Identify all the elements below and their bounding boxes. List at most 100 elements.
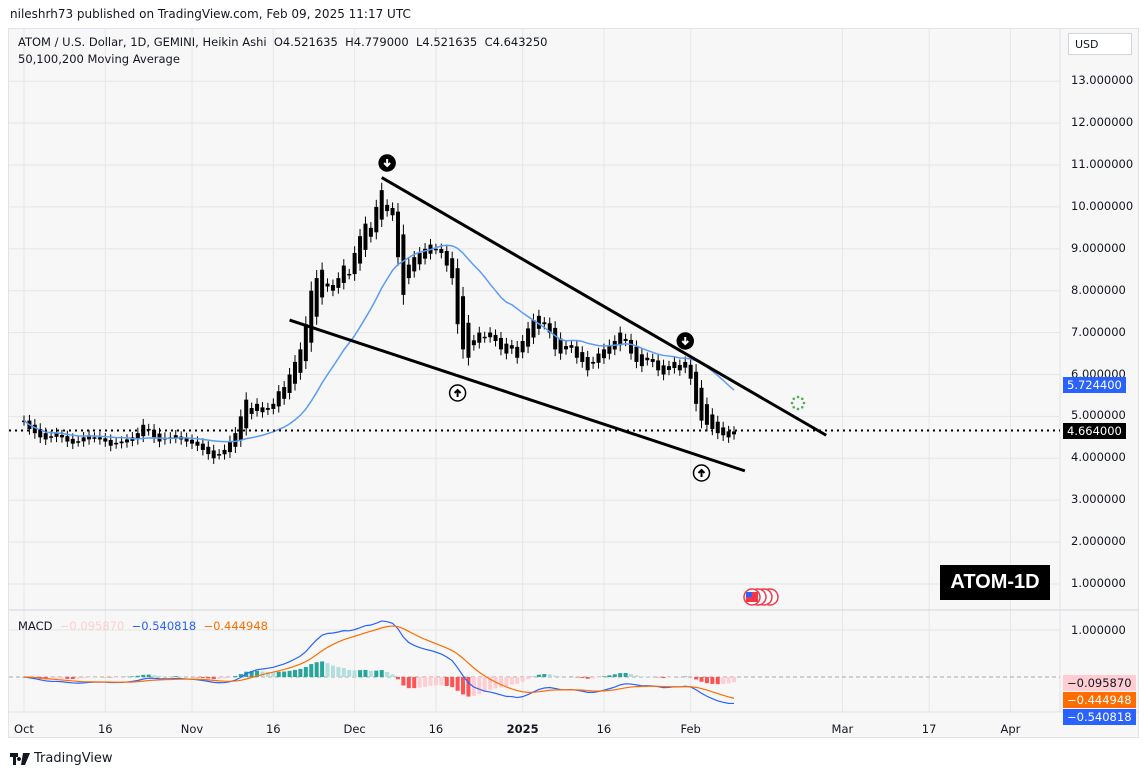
macd-histogram-bar <box>645 676 650 677</box>
candle-body <box>43 433 48 440</box>
arrow-glyph <box>383 159 391 168</box>
candle-body <box>601 349 606 359</box>
macd-histogram-bar <box>726 677 731 684</box>
arrow-glyph <box>681 337 689 346</box>
macd-histogram-bar <box>87 677 92 678</box>
candle-body <box>135 433 140 440</box>
price-axis-tick: 9.000000 <box>1071 240 1126 255</box>
time-axis-tick: Apr <box>1000 722 1021 736</box>
macd-histogram-bar <box>461 677 466 695</box>
macd-histogram-bar <box>211 677 216 679</box>
price-axis-tick: 11.000000 <box>1071 157 1134 171</box>
macd-histogram-bar <box>76 677 81 679</box>
currency-button[interactable]: USD <box>1068 33 1132 55</box>
price-axis-tick: 8.000000 <box>1071 282 1126 297</box>
candle-body <box>395 211 400 258</box>
macd-histogram-bar <box>238 674 243 677</box>
macd-histogram-bar <box>162 676 167 677</box>
candle-body <box>114 442 119 445</box>
candle-body <box>504 343 509 354</box>
candle-body <box>92 437 97 439</box>
macd-histogram-bar <box>341 667 346 677</box>
symbol-badge: ATOM-1D <box>940 565 1050 600</box>
macd-histogram-bar <box>395 677 400 680</box>
macd-histogram-bar <box>629 673 634 677</box>
tradingview-logo[interactable]: TradingView <box>10 751 113 766</box>
macd-histogram-bar <box>330 665 335 677</box>
candle-body <box>694 371 699 404</box>
macd-histogram-bar <box>336 667 341 677</box>
macd-histogram-bar <box>618 673 623 677</box>
candle-body <box>119 441 124 444</box>
chart-frame[interactable] <box>8 28 1139 738</box>
candle-body <box>553 327 558 350</box>
macd-histogram-bar <box>385 672 390 677</box>
candle-body <box>639 354 644 367</box>
macd-histogram-bar <box>477 677 482 694</box>
macd-line-tag: −0.540818 <box>1063 709 1136 725</box>
signal-line <box>23 625 735 699</box>
price-axis-tick: 5.000000 <box>1071 408 1126 423</box>
macd-histogram-bar <box>135 675 140 677</box>
macd-histogram-bar <box>450 677 455 688</box>
time-axis-tick: Mar <box>831 722 854 736</box>
indicator-legend[interactable]: 50,100,200 Moving Average <box>18 52 180 66</box>
candle-body <box>81 437 86 442</box>
candle-body <box>526 328 531 347</box>
candle-body <box>298 349 303 373</box>
candle-body <box>629 339 634 354</box>
candle-body <box>141 424 146 437</box>
candle-body <box>574 346 579 358</box>
ma-price-tag: 5.724400 <box>1063 377 1126 393</box>
ohlc-close: C4.643250 <box>484 35 548 49</box>
candle-body <box>666 366 671 370</box>
candle-body <box>173 435 178 438</box>
macd-histogram-bar <box>320 661 325 677</box>
macd-histogram-bar <box>612 674 617 677</box>
macd-histogram-bar <box>536 674 541 677</box>
macd-histogram-bar <box>81 677 86 679</box>
price-axis-tick: 12.000000 <box>1071 115 1134 130</box>
macd-histogram-bar <box>309 664 314 677</box>
macd-histogram-bar <box>433 677 438 686</box>
macd-legend[interactable]: MACD −0.095870 −0.540818 −0.444948 <box>18 619 268 633</box>
macd-histogram-bar <box>585 677 590 679</box>
symbol-legend: ATOM / U.S. Dollar, 1D, GEMINI, Heikin A… <box>18 35 547 49</box>
candle-body <box>732 431 737 435</box>
time-axis-tick: 16 <box>97 722 113 736</box>
candle-body <box>704 404 709 425</box>
candle-body <box>547 323 552 333</box>
arrow-glyph <box>453 388 462 397</box>
candle-body <box>70 438 75 444</box>
candle-body <box>585 357 590 371</box>
macd-label: MACD <box>18 619 53 633</box>
price-axis-tick: 4.000000 <box>1071 450 1126 465</box>
candle-body <box>385 204 390 212</box>
price-axis-tick: 2.000000 <box>1071 534 1126 549</box>
macd-histogram-bar <box>65 677 70 679</box>
candle-body <box>368 227 373 237</box>
macd-histogram-bar <box>482 677 487 693</box>
macd-line <box>23 620 735 705</box>
candle-body <box>423 248 428 259</box>
candle-body <box>260 407 265 413</box>
candle-body <box>293 361 297 384</box>
macd-histogram-bar <box>314 662 319 677</box>
candle-body <box>282 387 287 399</box>
candle-body <box>217 454 222 456</box>
candle-body <box>450 258 455 279</box>
candle-body <box>76 441 81 443</box>
macd-histogram-bar <box>59 677 64 679</box>
macd-histogram-bar <box>233 676 238 677</box>
candle-body <box>206 446 211 455</box>
candle-body <box>222 449 227 455</box>
candle-body <box>531 320 536 338</box>
macd-histogram-bar <box>542 674 547 677</box>
macd-histogram-bar <box>715 677 720 685</box>
symbol-title[interactable]: ATOM / U.S. Dollar, 1D, GEMINI, Heikin A… <box>18 35 267 49</box>
candle-body <box>341 265 346 284</box>
candle-body <box>493 334 498 341</box>
candle-body <box>303 324 308 362</box>
macd-histogram-bar <box>200 677 205 678</box>
